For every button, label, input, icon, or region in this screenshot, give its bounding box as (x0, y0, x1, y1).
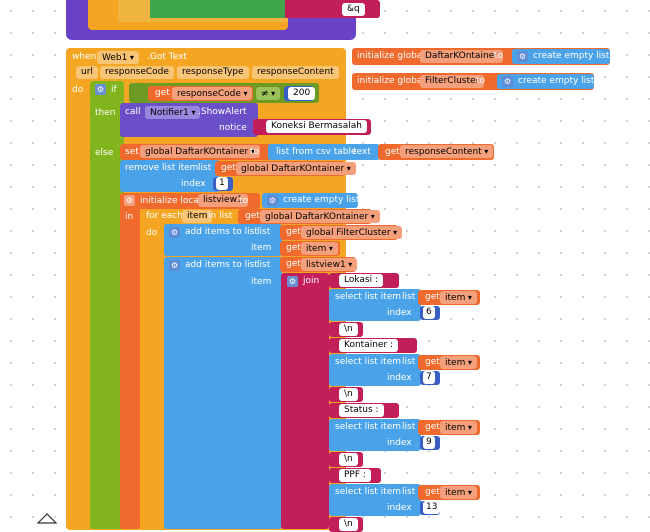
join-text-block[interactable]: Kontainer : (329, 338, 417, 353)
get-global-daftar-loop[interactable]: get global DaftarKOntainer (238, 209, 380, 224)
get-item[interactable]: get item (418, 290, 480, 305)
prev-green-block (150, 0, 285, 18)
triangle-up-icon[interactable] (36, 512, 58, 524)
var-dropdown[interactable]: responseCode (172, 87, 253, 100)
number-1[interactable]: 1 (213, 177, 233, 191)
var-dropdown[interactable]: global FilterCluster (301, 226, 403, 239)
gear-icon[interactable]: ⚙ (169, 260, 180, 271)
number-200[interactable]: 200 (284, 86, 316, 101)
var-dropdown[interactable]: global DaftarKOntainer (260, 210, 380, 223)
join-string[interactable]: Status : (339, 404, 384, 417)
join-block[interactable]: ⚙ join (281, 273, 329, 529)
join-string[interactable]: PPF : (339, 469, 371, 482)
param-response-code[interactable]: responseCode (100, 66, 174, 79)
notifier-block[interactable]: call Notifier1 .ShowAlert notice (120, 103, 258, 137)
gear-icon[interactable]: ⚙ (502, 76, 513, 87)
set-global-block[interactable]: set global DaftarKOntainer to (120, 144, 274, 160)
param-response-content[interactable]: responseContent (252, 66, 339, 79)
join-string[interactable]: Lokasi : (339, 274, 384, 287)
create-empty-list-1[interactable]: ⚙ create empty list (512, 49, 610, 64)
join-string[interactable]: \n (339, 388, 358, 401)
global-name-field[interactable]: FilterCluster (420, 75, 485, 88)
join-text-block[interactable]: \n (329, 387, 363, 402)
get-global-daftar[interactable]: get global DaftarKOntainer (215, 161, 356, 176)
select-list-item-block[interactable]: select list item list index (329, 484, 421, 516)
join-text-block[interactable]: \n (329, 452, 363, 467)
param-response-type[interactable]: responseType (177, 66, 249, 79)
set-var-dropdown[interactable]: global DaftarKOntainer (140, 145, 260, 158)
get-item[interactable]: get item (418, 355, 480, 370)
init-local-header[interactable]: ⚙ initialize local listview1 to (120, 193, 260, 209)
join-string[interactable]: Kontainer : (339, 339, 399, 352)
var-dropdown[interactable]: listview1 (301, 258, 358, 271)
operator-dropdown[interactable]: ≠ (256, 87, 281, 100)
get-response-content[interactable]: get responseContent (378, 144, 494, 160)
get-listview1[interactable]: get listview1 (280, 257, 358, 272)
index-number[interactable]: 6 (420, 306, 440, 320)
init-local-block[interactable] (120, 193, 140, 529)
global-name-field[interactable]: DaftarKOntainer (420, 50, 503, 63)
notice-string[interactable]: Koneksi Bermasalah (266, 120, 367, 133)
notifier-dropdown[interactable]: Notifier1 (145, 106, 201, 119)
get-item[interactable]: get item (418, 485, 480, 500)
join-string[interactable]: \n (339, 323, 358, 336)
get-item[interactable]: get item (418, 420, 480, 435)
join-string[interactable]: \n (339, 518, 358, 531)
var-dropdown[interactable]: item (301, 242, 338, 255)
select-list-item-block[interactable]: select list item list index (329, 354, 421, 386)
join-text-block[interactable]: Lokasi : (329, 273, 399, 288)
join-text-block[interactable]: PPF : (329, 468, 381, 483)
gear-icon[interactable]: ⚙ (517, 51, 528, 62)
select-list-item-block[interactable]: select list item list index (329, 289, 421, 321)
get-global-filter[interactable]: get global FilterCluster (280, 225, 403, 240)
create-empty-list-2[interactable]: ⚙ create empty list (497, 74, 594, 89)
gear-icon[interactable]: ⚙ (124, 195, 135, 206)
add-items-block-1[interactable]: ⚙ add items to list list item (164, 224, 282, 256)
get-item-1[interactable]: get item (280, 241, 340, 256)
var-dropdown[interactable]: item (440, 356, 477, 369)
if-block[interactable] (90, 81, 124, 529)
gear-icon[interactable]: ⚙ (95, 84, 106, 95)
for-each-block[interactable] (140, 209, 164, 529)
gear-icon[interactable]: ⚙ (267, 195, 278, 206)
gear-icon[interactable]: ⚙ (169, 227, 180, 238)
component-dropdown[interactable]: Web1 (97, 51, 139, 64)
index-number[interactable]: 9 (420, 436, 440, 450)
prev-text-block (285, 0, 380, 18)
text-block-notice[interactable]: Koneksi Bermasalah (253, 119, 371, 135)
remove-list-item-block[interactable]: remove list item list index (120, 160, 220, 192)
join-text-block[interactable]: \n (329, 517, 363, 532)
var-dropdown[interactable]: item (440, 421, 477, 434)
join-text-block[interactable]: Status : (329, 403, 399, 418)
add-items-block-2[interactable]: ⚙ add items to list list item (164, 257, 282, 529)
param-url[interactable]: url (76, 66, 98, 79)
list-from-csv-block[interactable]: list from csv table text (268, 144, 380, 160)
select-list-item-block[interactable]: select list item list index (329, 419, 421, 451)
index-number[interactable]: 13 (420, 501, 441, 515)
get-response-code[interactable]: get responseCode (148, 86, 253, 101)
create-empty-list-local[interactable]: ⚙ create empty list (262, 193, 359, 208)
var-dropdown[interactable]: item (440, 291, 477, 304)
var-dropdown[interactable]: responseContent (400, 145, 494, 158)
join-string[interactable]: \n (339, 453, 358, 466)
for-each-header[interactable]: for each item in list (140, 209, 240, 224)
loop-var-field[interactable]: item (182, 210, 213, 223)
index-number[interactable]: 7 (420, 371, 440, 385)
amp-string[interactable]: &q (342, 3, 365, 16)
gear-icon[interactable]: ⚙ (287, 276, 298, 287)
join-text-block[interactable]: \n (329, 322, 363, 337)
var-dropdown[interactable]: global DaftarKOntainer (236, 162, 356, 175)
local-name-field[interactable]: listview1 (198, 194, 248, 207)
var-dropdown[interactable]: item (440, 486, 477, 499)
